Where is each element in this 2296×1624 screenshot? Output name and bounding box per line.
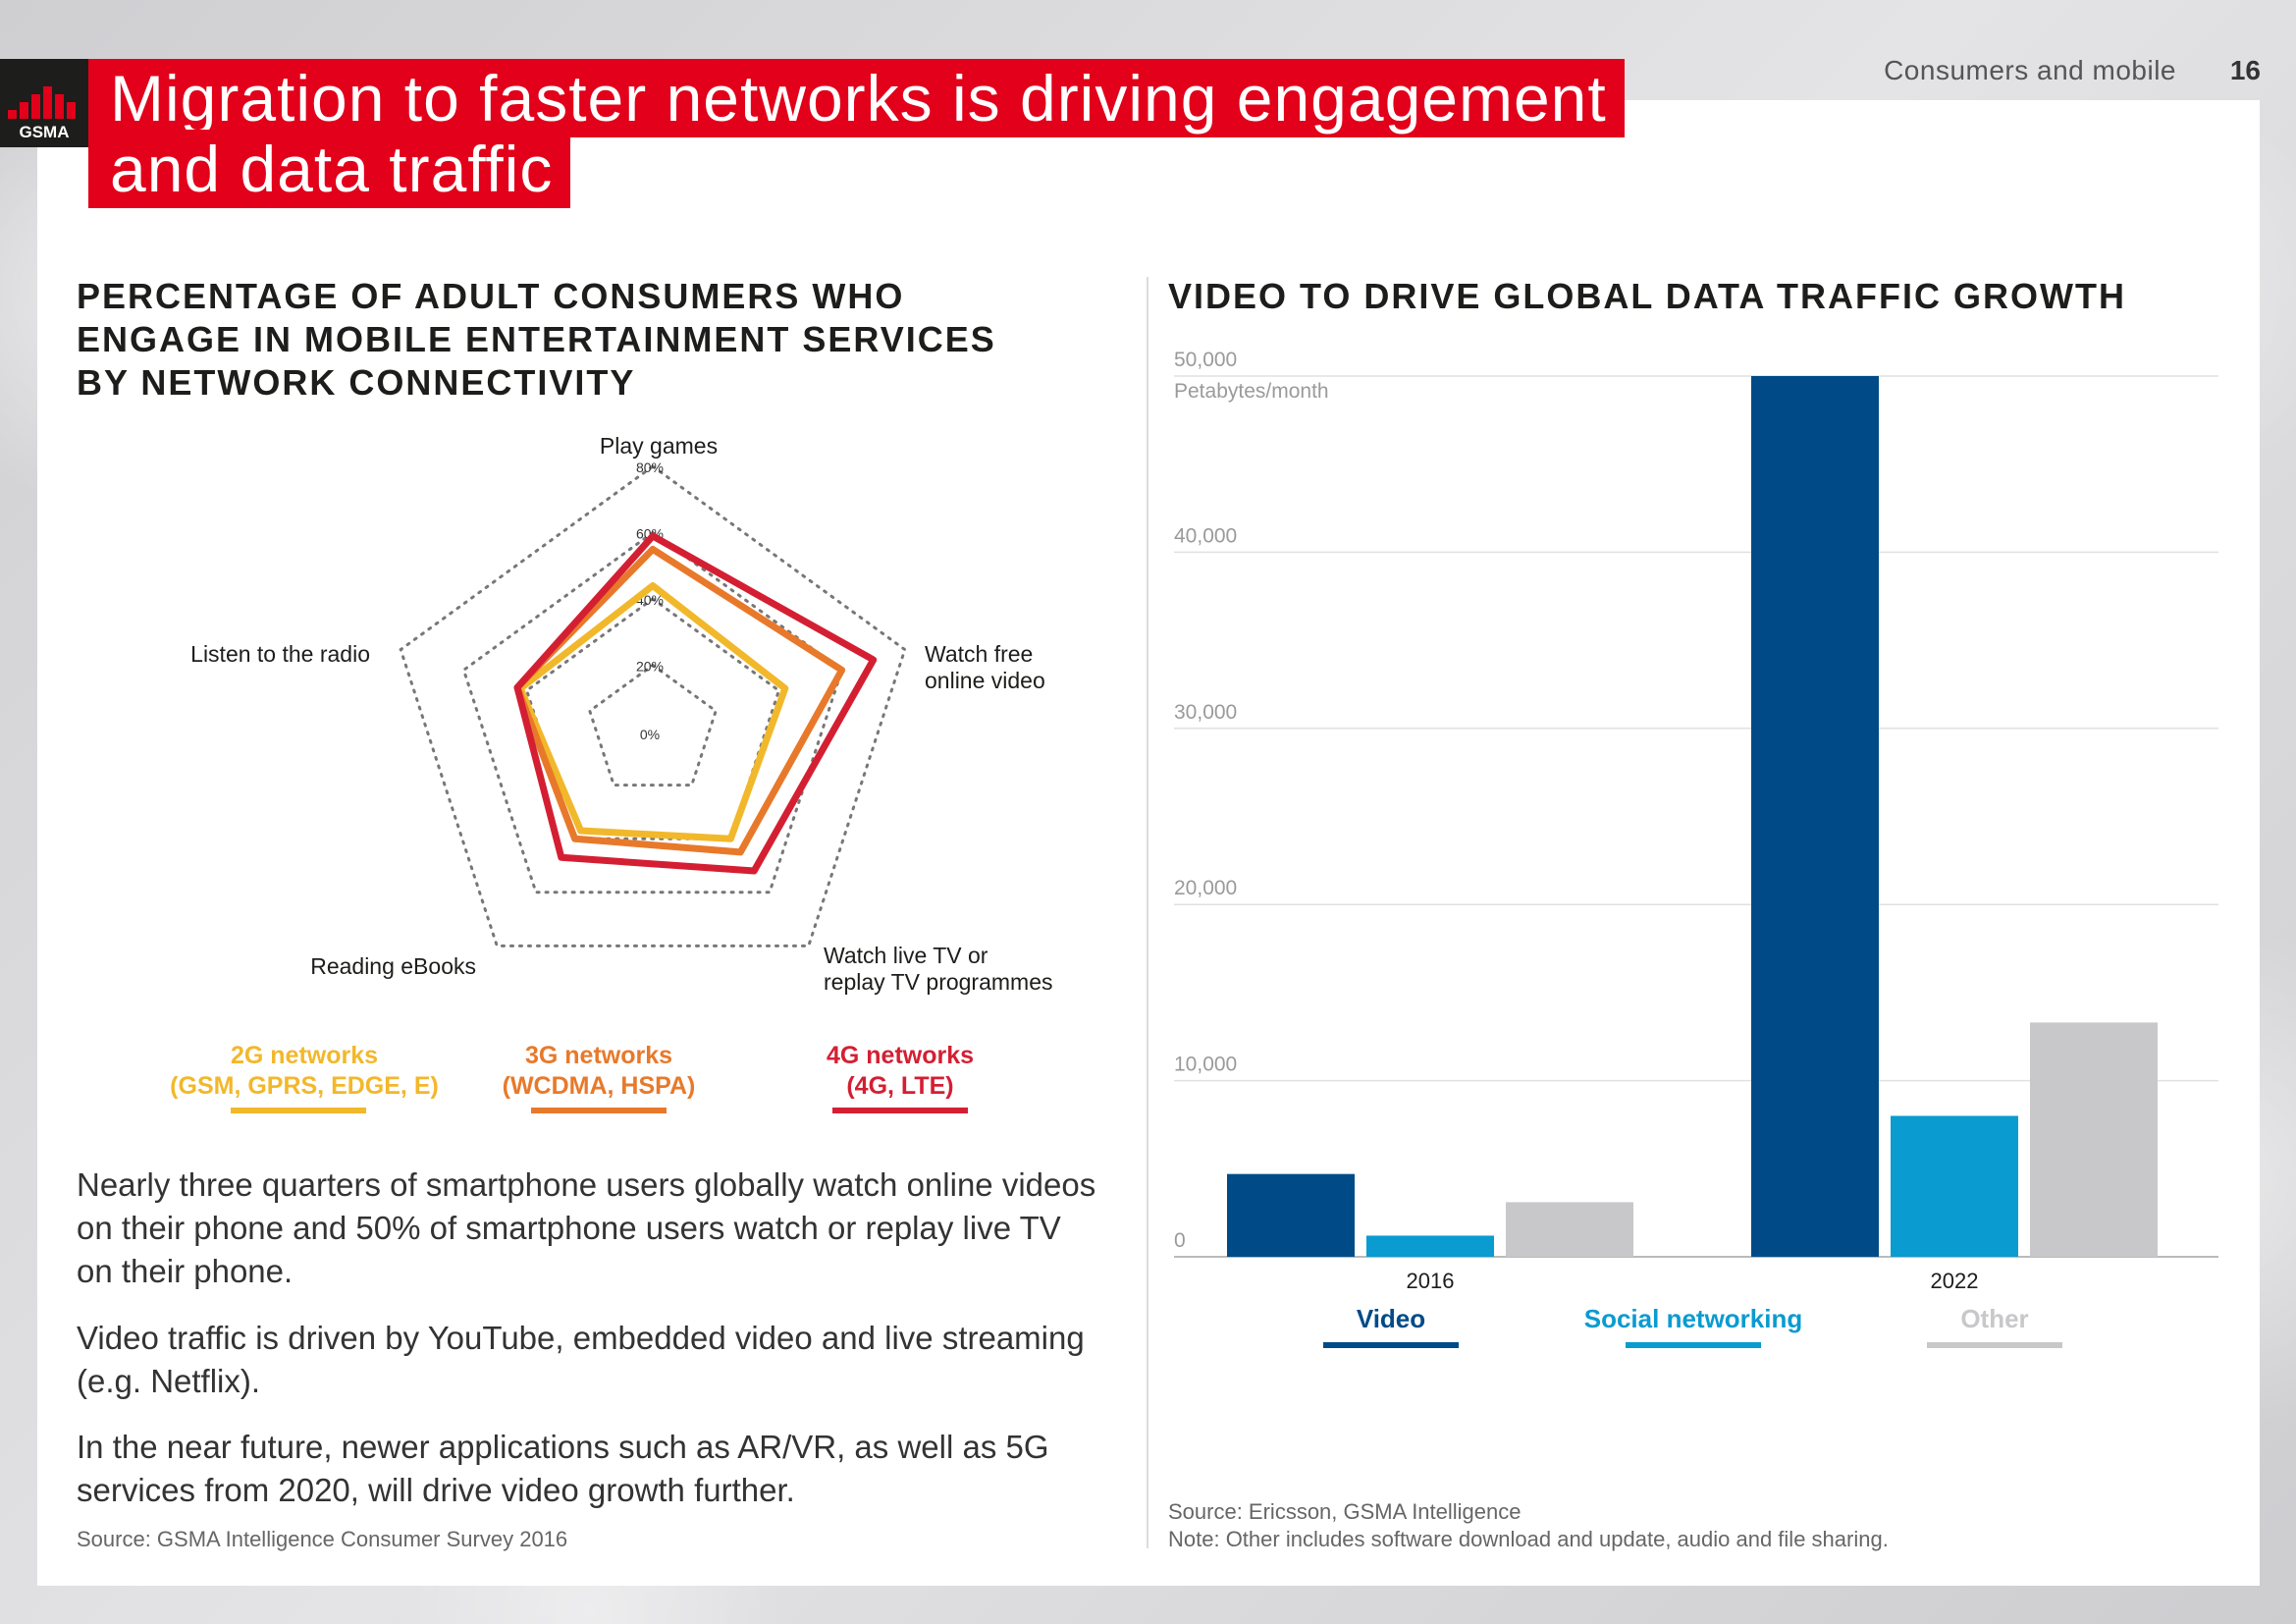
- radar-axis-label: Watch live TV or: [824, 943, 988, 968]
- bar-x-tick-label: 2022: [1931, 1269, 1979, 1293]
- legend-3g-label: 3G networks: [524, 1042, 673, 1069]
- radar-grid-ring: [524, 597, 781, 840]
- bar-video-2016: [1227, 1173, 1355, 1257]
- right-source: Source: Ericsson, GSMA Intelligence: [1168, 1499, 1522, 1524]
- legend-4g-label: 4G networks: [826, 1042, 975, 1069]
- section-label: Consumers and mobile: [1884, 55, 2176, 85]
- bar-video-2022: [1751, 376, 1879, 1257]
- gsma-logo-mark: GSMA: [8, 86, 76, 141]
- bar-y-axis-label: Petabytes/month: [1174, 380, 1329, 403]
- bar-legend-label: Video: [1357, 1304, 1425, 1333]
- radar-axis-label: online video: [925, 668, 1045, 693]
- paragraph-1: Nearly three quarters of smartphone user…: [77, 1166, 1096, 1289]
- right-heading: VIDEO TO DRIVE GLOBAL DATA TRAFFIC GROWT…: [1168, 276, 2126, 316]
- left-heading: PERCENTAGE OF ADULT CONSUMERS WHO ENGAGE…: [77, 275, 996, 405]
- legend-2g: 2G networks (GSM, GPRS, EDGE, E): [157, 1041, 452, 1102]
- radar-grid-ring: [399, 464, 907, 947]
- legend-3g: 3G networks (WCDMA, HSPA): [452, 1041, 746, 1102]
- bar-y-tick-label: 20,000: [1174, 877, 1237, 899]
- radar-grid-ring: [588, 663, 718, 787]
- left-heading-line: PERCENTAGE OF ADULT CONSUMERS WHO: [77, 276, 905, 316]
- radar-tick-label: 0%: [640, 727, 660, 742]
- bar-y-tick-label: 40,000: [1174, 524, 1237, 547]
- bar-y-tick-label: 50,000: [1174, 349, 1237, 371]
- right-note: Note: Other includes software download a…: [1168, 1527, 1889, 1551]
- bar-legend-swatch: [1323, 1342, 1459, 1348]
- page-number: 16: [2229, 55, 2261, 85]
- bar-y-tick-label: 30,000: [1174, 701, 1237, 724]
- bar-legend-label: Other: [1960, 1304, 2028, 1333]
- radar-tick-label: 80%: [636, 460, 664, 475]
- bar-other-2016: [1506, 1202, 1633, 1257]
- legend-4g: 4G networks (4G, LTE): [753, 1041, 1047, 1102]
- title-line-2: and data traffic: [88, 130, 571, 208]
- legend-3g-swatch: [531, 1108, 667, 1113]
- bar-chart: 0 10,000 20,000 30,000 40,000 50,000 Petabytes…: [1174, 349, 2218, 1348]
- content-panel: [37, 100, 2260, 1586]
- bar-other-2022: [2030, 1022, 2158, 1257]
- radar-tick-label: 20%: [636, 659, 664, 675]
- paragraph-3: In the near future, newer applications s…: [77, 1429, 1049, 1508]
- column-divider: [1147, 277, 1148, 1548]
- legend-3g-sublabel: (WCDMA, HSPA): [502, 1072, 696, 1100]
- bar-social-networking-2022: [1891, 1115, 2018, 1257]
- bar-y-tick-label: 0: [1174, 1229, 1186, 1252]
- bar-legend-swatch: [1927, 1342, 2062, 1348]
- legend-4g-sublabel: (4G, LTE): [846, 1072, 954, 1100]
- bar-legend-label: Social networking: [1584, 1304, 1803, 1333]
- left-source: Source: GSMA Intelligence Consumer Surve…: [77, 1527, 568, 1551]
- gsma-logo: GSMA: [0, 59, 88, 147]
- left-heading-line: ENGAGE IN MOBILE ENTERTAINMENT SERVICES: [77, 319, 996, 359]
- bar-x-tick-label: 2016: [1407, 1269, 1455, 1293]
- radar-axis-label: Watch free: [925, 641, 1033, 667]
- bar-social-networking-2016: [1366, 1235, 1494, 1257]
- radar-series-4g: [513, 532, 878, 875]
- legend-2g-sublabel: (GSM, GPRS, EDGE, E): [170, 1072, 439, 1100]
- legend-2g-label: 2G networks: [230, 1042, 379, 1069]
- radar-axis-label: Play games: [600, 433, 718, 459]
- radar-axis-label: Reading eBooks: [310, 953, 476, 979]
- radar-axis-label: Listen to the radio: [190, 641, 370, 667]
- paragraph-2: Video traffic is driven by YouTube, embe…: [77, 1320, 1085, 1399]
- title-line-1: Migration to faster networks is driving …: [88, 59, 1625, 137]
- bar-y-tick-label: 10,000: [1174, 1054, 1237, 1076]
- legend-2g-swatch: [231, 1108, 366, 1113]
- radar-series-2g: [516, 582, 789, 842]
- legend-4g-swatch: [832, 1108, 968, 1113]
- logo-text: GSMA: [20, 123, 70, 141]
- radar-axis-label: replay TV programmes: [824, 969, 1053, 995]
- bar-legend-swatch: [1626, 1342, 1761, 1348]
- left-heading-line: BY NETWORK CONNECTIVITY: [77, 362, 636, 403]
